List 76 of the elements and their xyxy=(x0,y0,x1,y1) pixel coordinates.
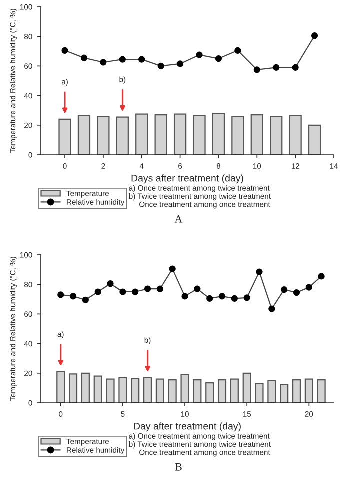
bar xyxy=(154,114,168,155)
point xyxy=(169,266,176,272)
bar xyxy=(206,382,214,403)
bar xyxy=(69,374,78,403)
bar xyxy=(270,116,283,155)
bar xyxy=(250,114,264,155)
point xyxy=(100,59,107,66)
bar xyxy=(292,380,302,403)
point xyxy=(144,286,152,292)
point xyxy=(82,296,89,304)
bar xyxy=(131,378,140,403)
point xyxy=(293,289,300,296)
bar xyxy=(289,115,302,155)
bar xyxy=(56,371,66,403)
bar xyxy=(218,380,227,403)
point xyxy=(80,54,88,62)
point xyxy=(318,273,325,280)
bar xyxy=(255,383,264,403)
point xyxy=(218,293,226,300)
bar xyxy=(81,372,90,403)
point xyxy=(215,56,222,62)
bar xyxy=(78,115,91,155)
bar xyxy=(136,114,148,155)
bar xyxy=(143,377,152,403)
point xyxy=(119,56,126,63)
point xyxy=(234,47,242,54)
text: A xyxy=(174,215,183,223)
bar xyxy=(193,115,206,155)
point xyxy=(231,295,238,302)
x-axis-title: Days after treatment (day) xyxy=(132,174,244,184)
bar xyxy=(308,124,322,155)
point xyxy=(138,56,146,63)
bar xyxy=(106,378,115,403)
point xyxy=(254,66,260,74)
point xyxy=(158,62,164,70)
point xyxy=(107,280,114,288)
point xyxy=(120,288,126,296)
bar xyxy=(232,116,244,155)
text: B xyxy=(175,464,182,471)
point xyxy=(281,286,288,294)
bar xyxy=(212,113,226,155)
bar xyxy=(180,374,190,403)
point xyxy=(58,292,64,298)
point xyxy=(156,286,164,292)
bar xyxy=(317,380,326,403)
point xyxy=(94,288,102,296)
point xyxy=(176,60,184,68)
bar xyxy=(304,378,314,403)
point xyxy=(256,268,263,276)
point xyxy=(268,306,276,312)
point xyxy=(62,47,68,54)
bar xyxy=(193,380,202,403)
bar xyxy=(97,116,110,155)
point xyxy=(306,284,312,291)
point xyxy=(194,286,201,292)
point xyxy=(273,64,280,71)
bar xyxy=(268,380,276,403)
point xyxy=(206,295,214,302)
bar xyxy=(116,116,129,155)
point xyxy=(70,293,77,300)
point xyxy=(311,32,318,40)
bar xyxy=(168,380,177,403)
point xyxy=(196,52,203,58)
point xyxy=(132,288,139,296)
bar xyxy=(94,376,102,403)
point xyxy=(244,294,250,302)
bar xyxy=(230,378,239,403)
bar xyxy=(280,384,289,403)
point xyxy=(292,64,299,71)
bar xyxy=(174,114,187,155)
bar xyxy=(156,378,164,403)
bar xyxy=(58,118,72,155)
point xyxy=(182,293,188,300)
bar xyxy=(118,377,128,403)
bar xyxy=(242,372,252,403)
x-axis-title: Day after treatment (day) xyxy=(134,422,241,432)
